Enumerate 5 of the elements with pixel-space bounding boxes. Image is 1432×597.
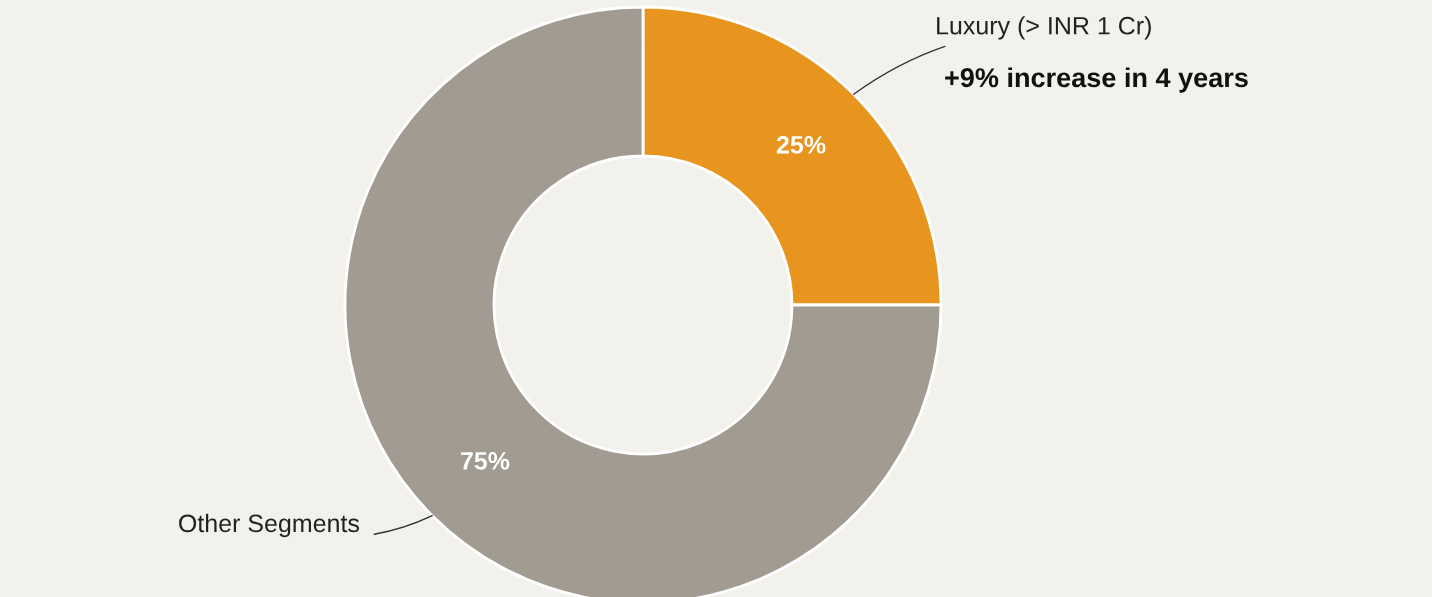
text: +9% increase in 4 years — [945, 67, 1248, 93]
data-label: 25% — [776, 135, 826, 154]
slice-label: Luxury (> INR 1 Cr) — [937, 16, 1151, 40]
slice-label: Other Segments — [179, 513, 360, 538]
data-label: 75% — [461, 452, 510, 470]
